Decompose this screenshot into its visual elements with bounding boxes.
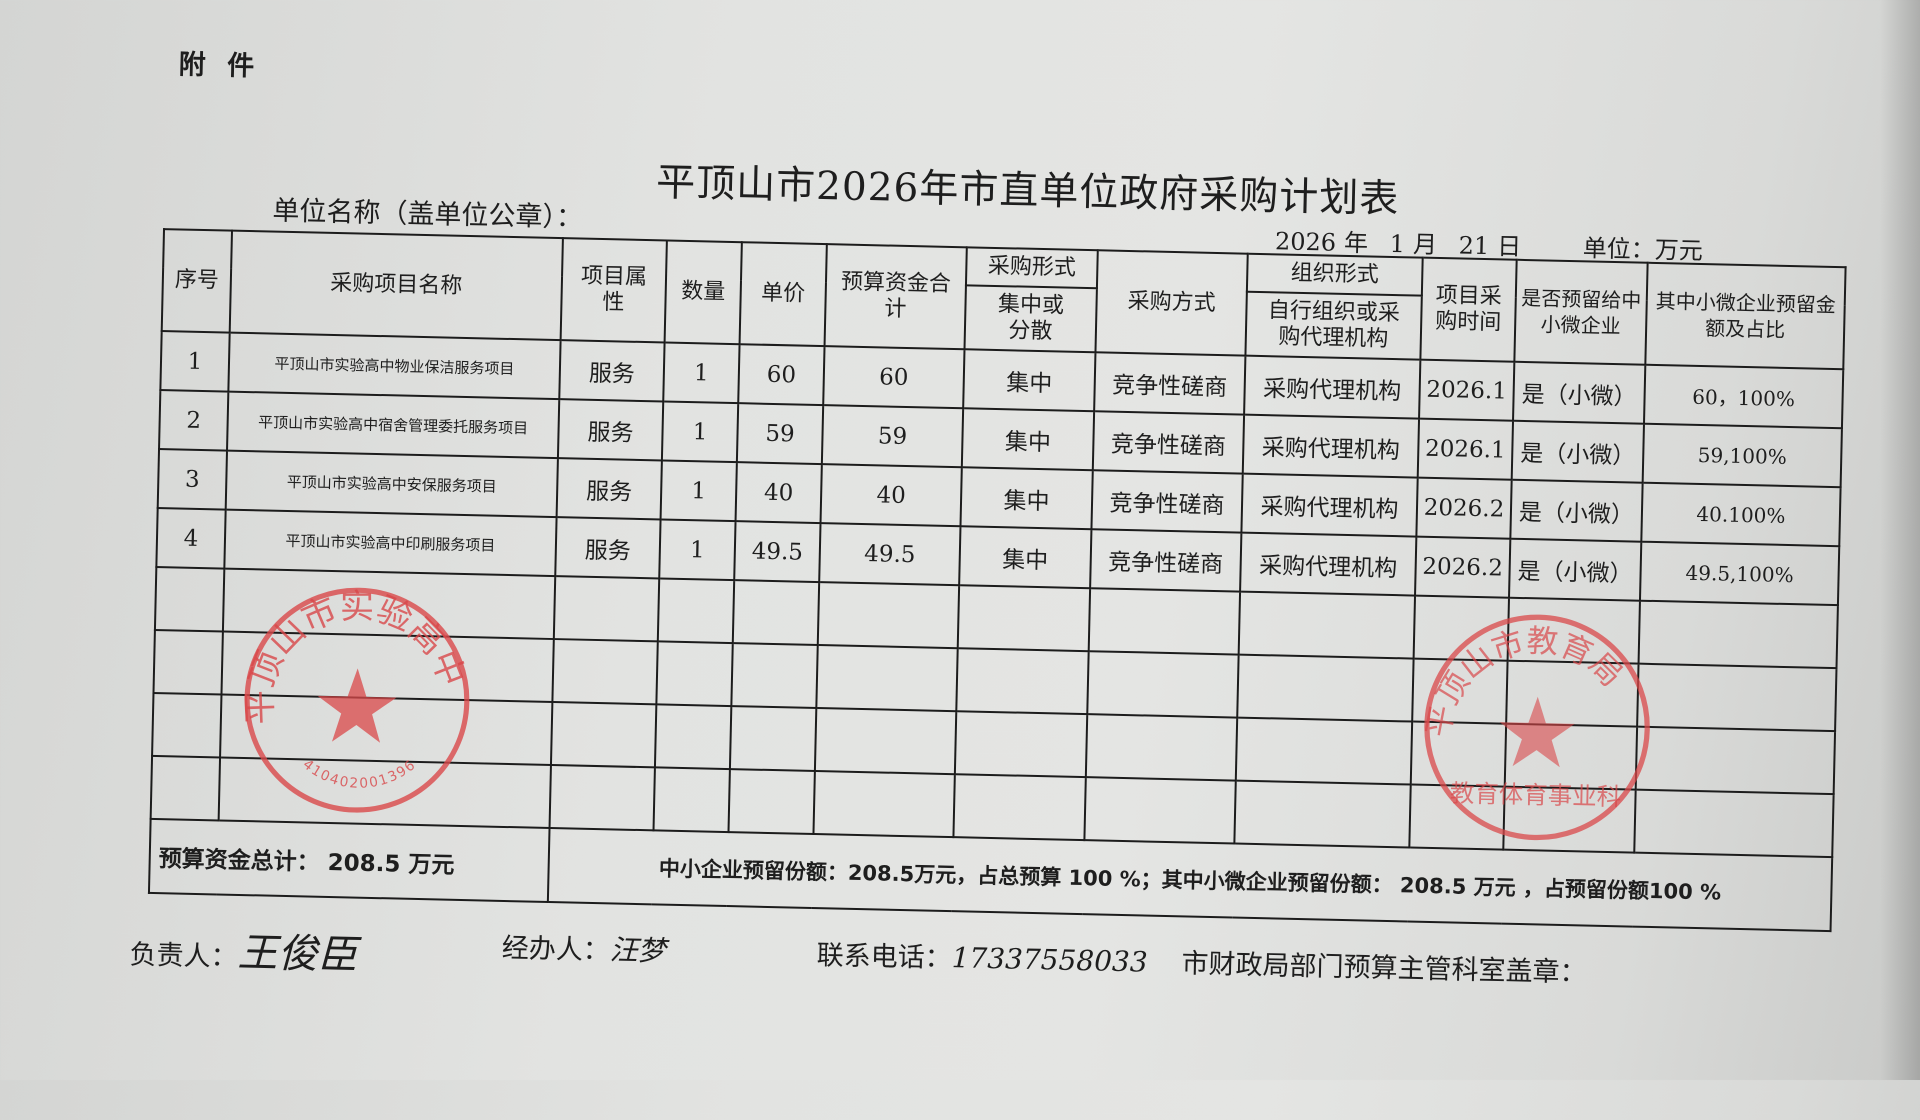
phone-number: 17337558033 — [951, 941, 1148, 979]
cell-time: 2026.2 — [1415, 536, 1511, 598]
cell-budget: 60 — [823, 346, 965, 409]
cell-time: 2026.1 — [1417, 418, 1514, 480]
cell-form: 集中 — [960, 467, 1093, 530]
col-org-group: 组织形式 — [1246, 253, 1423, 296]
handler-label: 经办人： — [501, 932, 611, 967]
col-micro: 其中小微企业预留金额及占比 — [1645, 262, 1846, 370]
cell-name: 平顶山市实验高中物业保洁服务项目 — [228, 332, 561, 400]
cell-method: 竞争性磋商 — [1092, 411, 1245, 474]
bureau-seal-subtext: 教育体育事业科 — [1450, 778, 1622, 811]
col-no: 序号 — [161, 229, 233, 333]
school-seal: 平顶山市实验高中 4104020013963 — [237, 580, 474, 813]
cell-org: 采购代理机构 — [1241, 473, 1418, 537]
col-form-group: 采购形式 — [965, 247, 1098, 289]
cell-attr: 服务 — [559, 340, 665, 402]
document-title: 平顶山市2026年市直单位政府采购计划表 — [655, 160, 1400, 223]
cell-budget: 59 — [821, 405, 964, 468]
paper-edge-shadow — [1880, 0, 1920, 1080]
cell-reserved: 是（小微） — [1510, 479, 1643, 542]
cell-price: 59 — [736, 403, 824, 465]
cell-org: 采购代理机构 — [1242, 414, 1420, 478]
handler-person: 经办人：汪梦 — [501, 926, 666, 970]
responsible-signature: 王俊臣 — [237, 929, 359, 979]
cell-method: 竞争性磋商 — [1090, 529, 1242, 592]
cell-attr: 服务 — [557, 399, 664, 461]
cell-method: 竞争性磋商 — [1094, 352, 1246, 415]
date-day-unit: 日 — [1496, 232, 1522, 261]
col-budget: 预算资金合计 — [824, 244, 967, 350]
contact-phone: 联系电话：17337558033 — [816, 933, 1148, 979]
cell-price: 60 — [738, 344, 825, 406]
cell-budget: 49.5 — [819, 523, 961, 586]
cell-no: 2 — [159, 390, 229, 451]
cell-reserved: 是（小微） — [1509, 538, 1642, 601]
responsible-person: 负责人：王俊臣 — [129, 918, 358, 981]
bureau-seal: 平顶山市教育局 教育体育事业科 — [1420, 614, 1650, 841]
cell-name: 平顶山市实验高中安保服务项目 — [225, 450, 558, 518]
cell-no: 3 — [157, 449, 228, 510]
cell-budget: 40 — [820, 464, 962, 527]
cell-name: 平顶山市实验高中印刷服务项目 — [224, 509, 557, 577]
cell-qty: 1 — [660, 460, 737, 522]
col-name: 采购项目名称 — [229, 230, 563, 341]
col-reserved: 是否预留给中小微企业 — [1514, 259, 1648, 365]
unit-name-label: 单位名称（盖单位公章）： — [272, 195, 584, 234]
handler-signature: 汪梦 — [609, 933, 667, 968]
cell-no: 4 — [156, 508, 226, 569]
col-method: 采购方式 — [1095, 250, 1248, 356]
cell-attr: 服务 — [556, 458, 662, 520]
date-year-unit: 年 — [1343, 228, 1369, 258]
cell-form: 集中 — [963, 349, 1096, 412]
cell-qty: 1 — [663, 342, 740, 404]
cell-micro: 60，100% — [1643, 364, 1844, 429]
col-attr: 项目属性 — [560, 238, 667, 343]
date-month: 1 — [1389, 229, 1406, 259]
cell-method: 竞争性磋商 — [1091, 470, 1243, 533]
cell-no: 1 — [160, 331, 230, 392]
responsible-label: 负责人： — [129, 939, 238, 973]
cell-form: 集中 — [959, 526, 1092, 589]
date-month-unit: 月 — [1412, 230, 1438, 259]
phone-label: 联系电话： — [816, 940, 953, 975]
col-time: 项目采购时间 — [1420, 257, 1517, 362]
cell-micro: 59,100% — [1642, 423, 1842, 488]
cell-form: 集中 — [961, 408, 1095, 471]
col-price: 单价 — [739, 242, 827, 347]
date-year: 2026 — [1274, 227, 1337, 257]
cell-micro: 40.100% — [1641, 482, 1841, 547]
cell-micro: 49.5,100% — [1639, 541, 1840, 606]
col-qty: 数量 — [664, 240, 742, 345]
cell-qty: 1 — [659, 519, 736, 581]
cell-reserved: 是（小微） — [1511, 420, 1644, 483]
cell-qty: 1 — [661, 401, 739, 463]
finance-seal-label: 市财政局部门预算主管科室盖章： — [1181, 948, 1587, 989]
cell-time: 2026.1 — [1419, 359, 1515, 421]
attachment-label: 附 件 — [178, 49, 261, 83]
cell-time: 2026.2 — [1416, 477, 1512, 539]
cell-name: 平顶山市实验高中宿舍管理委托服务项目 — [227, 391, 560, 459]
budget-total: 预算资金总计： 208.5 万元 — [148, 818, 550, 902]
date-day: 21 — [1458, 231, 1490, 261]
col-form-sub: 集中或分散 — [964, 285, 1097, 353]
cell-price: 49.5 — [734, 521, 821, 583]
col-org-sub: 自行组织或采购代理机构 — [1245, 291, 1422, 360]
cell-org: 采购代理机构 — [1240, 532, 1417, 596]
cell-price: 40 — [735, 462, 822, 524]
cell-org: 采购代理机构 — [1244, 355, 1421, 419]
cell-reserved: 是（小微） — [1513, 361, 1646, 424]
cell-attr: 服务 — [555, 517, 661, 579]
